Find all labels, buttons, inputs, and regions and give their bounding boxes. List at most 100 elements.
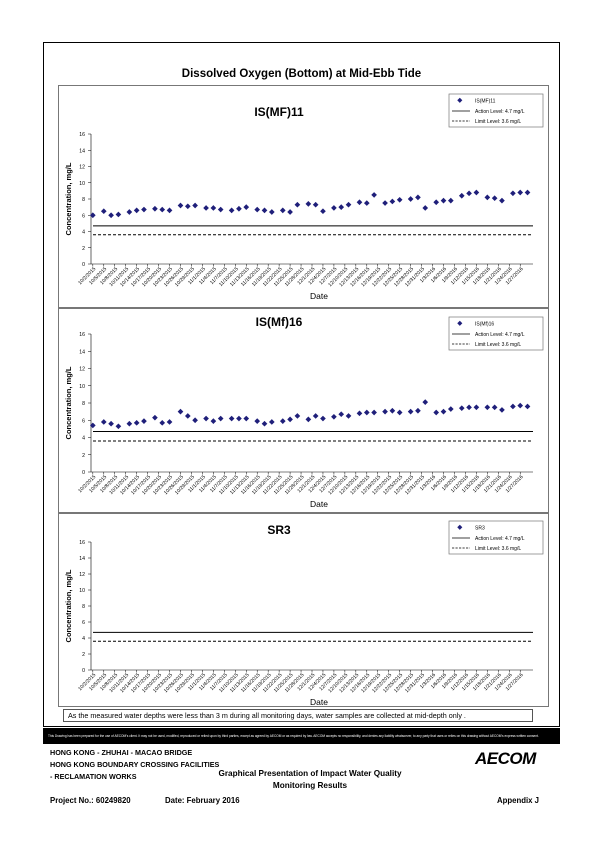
y-axis-title: Concentration, mg/L bbox=[64, 569, 73, 642]
data-point bbox=[484, 404, 491, 411]
data-point bbox=[458, 192, 465, 199]
data-point bbox=[356, 199, 363, 206]
chart-title: IS(MF)11 bbox=[254, 105, 304, 119]
data-point bbox=[447, 197, 454, 204]
data-point bbox=[228, 415, 235, 422]
chart-panel-1: IS(MF)11 IS(MF)11 Action Level: 4.7 mg/L Li… bbox=[58, 85, 549, 308]
y-tick-label: 2 bbox=[82, 652, 85, 658]
page-title: Dissolved Oxygen (Bottom) at Mid-Ebb Tid… bbox=[181, 68, 422, 80]
y-tick-label: 14 bbox=[79, 556, 85, 562]
data-point bbox=[312, 413, 319, 419]
data-point bbox=[261, 420, 268, 427]
data-point bbox=[261, 207, 268, 214]
legend-action-label: Action Level: 4.7 mg/L bbox=[475, 332, 525, 338]
data-point bbox=[210, 418, 217, 424]
y-tick-label: 12 bbox=[79, 367, 85, 373]
chart-title: IS(Mf)16 bbox=[256, 315, 303, 329]
y-tick-label: 0 bbox=[82, 470, 85, 476]
data-point bbox=[108, 420, 114, 427]
y-axis-title: Concentration, mg/L bbox=[64, 162, 73, 235]
data-point bbox=[466, 190, 472, 197]
data-point bbox=[177, 202, 184, 209]
data-point bbox=[473, 404, 480, 411]
data-point bbox=[473, 189, 480, 196]
data-point bbox=[279, 418, 286, 424]
data-point bbox=[331, 205, 337, 211]
project-line-3: - RECLAMATION WORKS bbox=[50, 772, 137, 781]
data-point bbox=[466, 404, 472, 411]
chart-ismf16: IS(Mf)16 IS(Mf)16 Action Level: 4.7 mg/L Li… bbox=[64, 315, 544, 509]
data-point bbox=[268, 209, 275, 215]
data-point bbox=[356, 410, 363, 417]
data-point bbox=[305, 201, 312, 207]
x-axis-title: Date bbox=[310, 291, 328, 301]
y-tick-label: 16 bbox=[79, 132, 85, 138]
legend-limit-label: Limit Level: 3.6 mg/L bbox=[475, 342, 521, 348]
data-point bbox=[305, 416, 312, 423]
data-point bbox=[126, 209, 133, 215]
data-point bbox=[192, 202, 198, 209]
data-point bbox=[159, 206, 166, 213]
report-title-line-2: Monitoring Results bbox=[272, 781, 348, 790]
x-axis-title: Date bbox=[310, 499, 328, 509]
y-tick-label: 16 bbox=[79, 540, 85, 546]
legend-series-label: IS(Mf)16 bbox=[475, 322, 494, 328]
data-point bbox=[363, 409, 370, 416]
data-point bbox=[510, 190, 516, 197]
y-tick-label: 2 bbox=[82, 246, 85, 252]
data-point bbox=[517, 402, 524, 409]
sampling-note: As the measured water depths were less t… bbox=[63, 709, 533, 722]
data-point bbox=[422, 205, 429, 211]
data-point bbox=[415, 407, 421, 414]
y-tick-label: 6 bbox=[82, 418, 85, 424]
data-point bbox=[268, 419, 275, 425]
data-point bbox=[217, 206, 224, 213]
data-point bbox=[108, 212, 114, 219]
data-point bbox=[422, 399, 429, 405]
data-point bbox=[228, 207, 235, 214]
data-point bbox=[210, 205, 217, 211]
x-axis-title: Date bbox=[310, 697, 328, 706]
disclaimer-bar: This Drawing has been prepared for the u… bbox=[43, 728, 560, 744]
legend-box bbox=[448, 316, 544, 351]
legend-limit-label: Limit Level: 3.6 mg/L bbox=[475, 546, 521, 552]
data-point bbox=[517, 189, 524, 196]
legend-series-label: SR3 bbox=[475, 526, 485, 532]
data-point bbox=[166, 419, 173, 425]
data-point bbox=[177, 408, 184, 415]
data-point bbox=[184, 203, 191, 210]
project-line-1: HONG KONG - ZHUHAI - MACAO BRIDGE bbox=[50, 748, 193, 757]
data-point bbox=[236, 205, 242, 212]
y-tick-label: 6 bbox=[82, 620, 85, 626]
y-tick-label: 0 bbox=[82, 668, 85, 674]
data-point bbox=[371, 409, 377, 416]
data-point bbox=[389, 407, 396, 414]
data-point bbox=[338, 204, 345, 210]
data-point bbox=[152, 205, 158, 212]
data-point bbox=[499, 407, 505, 413]
data-point bbox=[458, 405, 465, 412]
data-point bbox=[133, 420, 140, 426]
legend-box bbox=[448, 520, 544, 555]
y-axis-title: Concentration, mg/L bbox=[64, 366, 73, 439]
chart-sr3: SR3 SR3 Action Level: 4.7 mg/L Limit Level:… bbox=[64, 520, 544, 707]
appendix-label: Appendix J bbox=[497, 796, 540, 805]
data-point bbox=[217, 415, 224, 422]
data-point bbox=[524, 189, 531, 196]
data-point bbox=[152, 414, 158, 421]
data-point bbox=[389, 198, 396, 205]
data-point bbox=[159, 420, 166, 426]
data-point bbox=[100, 419, 107, 425]
data-point bbox=[484, 194, 491, 201]
data-point bbox=[345, 413, 352, 419]
y-tick-label: 16 bbox=[79, 332, 85, 338]
y-tick-label: 12 bbox=[79, 572, 85, 578]
y-tick-label: 4 bbox=[82, 636, 85, 642]
y-tick-label: 8 bbox=[82, 197, 85, 203]
data-point bbox=[115, 423, 122, 430]
data-point bbox=[294, 413, 301, 419]
data-point bbox=[89, 422, 96, 429]
data-point bbox=[320, 415, 326, 422]
y-tick-label: 10 bbox=[79, 181, 85, 187]
report-date: Date: February 2016 bbox=[165, 796, 240, 805]
